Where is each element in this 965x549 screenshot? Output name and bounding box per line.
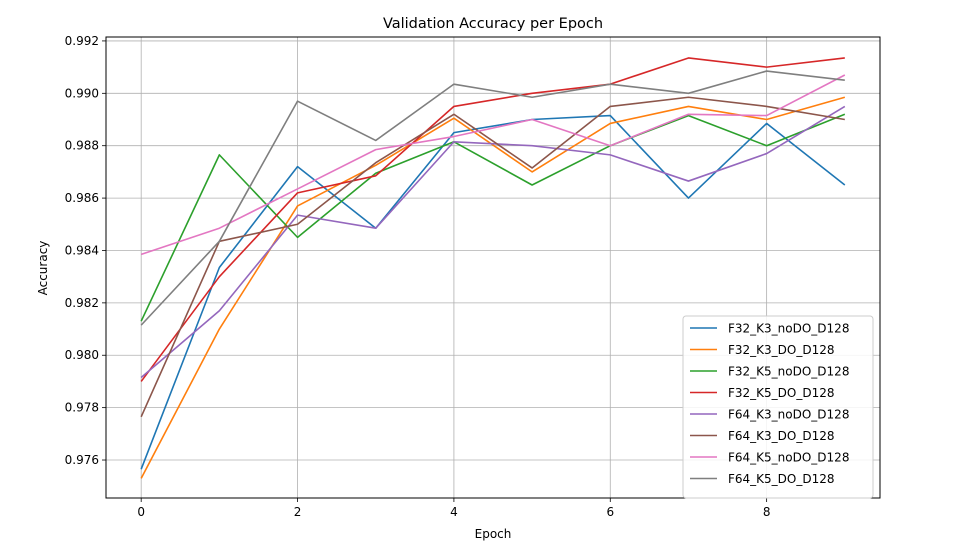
legend-label: F32_K3_noDO_D128 [728,322,849,336]
series-line-F32_K5_noDO_D128 [140,113,846,322]
legend-label: F64_K5_noDO_D128 [728,451,849,465]
series-line-F32_K3_DO_D128 [140,96,846,479]
legend-label: F32_K5_DO_D128 [728,386,835,400]
x-tick-label: 2 [294,505,302,519]
x-tick-label: 0 [137,505,145,519]
plot-area-frame [105,36,881,499]
legend-label: F32_K3_DO_D128 [728,343,835,357]
y-tick-label: 0.976 [65,453,99,467]
y-tick-label: 0.986 [65,191,99,205]
legend-label: F64_K5_DO_D128 [728,472,835,486]
y-tick-label: 0.992 [65,34,99,48]
y-tick-label: 0.990 [65,86,99,100]
legend-label: F64_K3_DO_D128 [728,429,835,443]
series-line-F64_K3_DO_D128 [140,96,845,418]
legend: F32_K3_noDO_D128 F32_K3_DO_D128 F32_K5_noD… [682,315,874,499]
x-tick-label: 6 [606,505,614,519]
y-tick-label: 0.988 [65,139,99,153]
legend-label: F32_K5_noDO_D128 [728,365,849,379]
x-tick-label: 4 [450,505,458,519]
x-tick-label: 8 [763,505,771,519]
series-line-F64_K3_noDO_D128 [140,105,846,379]
series-line-F32_K3_noDO_D128 [140,114,846,470]
chart-title: Validation Accuracy per Epoch [383,16,603,32]
axis-ticks: 0 2 4 6 8 0.976 0.978 0.980 0.982 0.984 0.986 0.988… [65,34,771,519]
legend-box [682,315,874,499]
y-tick-label: 0.982 [65,296,99,310]
legend-label: F64_K3_noDO_D128 [728,408,849,422]
y-tick-label: 0.980 [65,348,99,362]
y-axis-title: Accuracy [36,241,50,296]
y-tick-label: 0.984 [65,243,99,257]
x-axis-title: Epoch [475,527,512,541]
series-line-F64_K5_noDO_D128 [140,74,846,256]
y-tick-label: 0.978 [65,401,99,415]
series-lines [140,57,846,479]
series-line-F64_K5_DO_D128 [140,70,845,326]
series-line-F32_K5_DO_D128 [140,57,845,382]
